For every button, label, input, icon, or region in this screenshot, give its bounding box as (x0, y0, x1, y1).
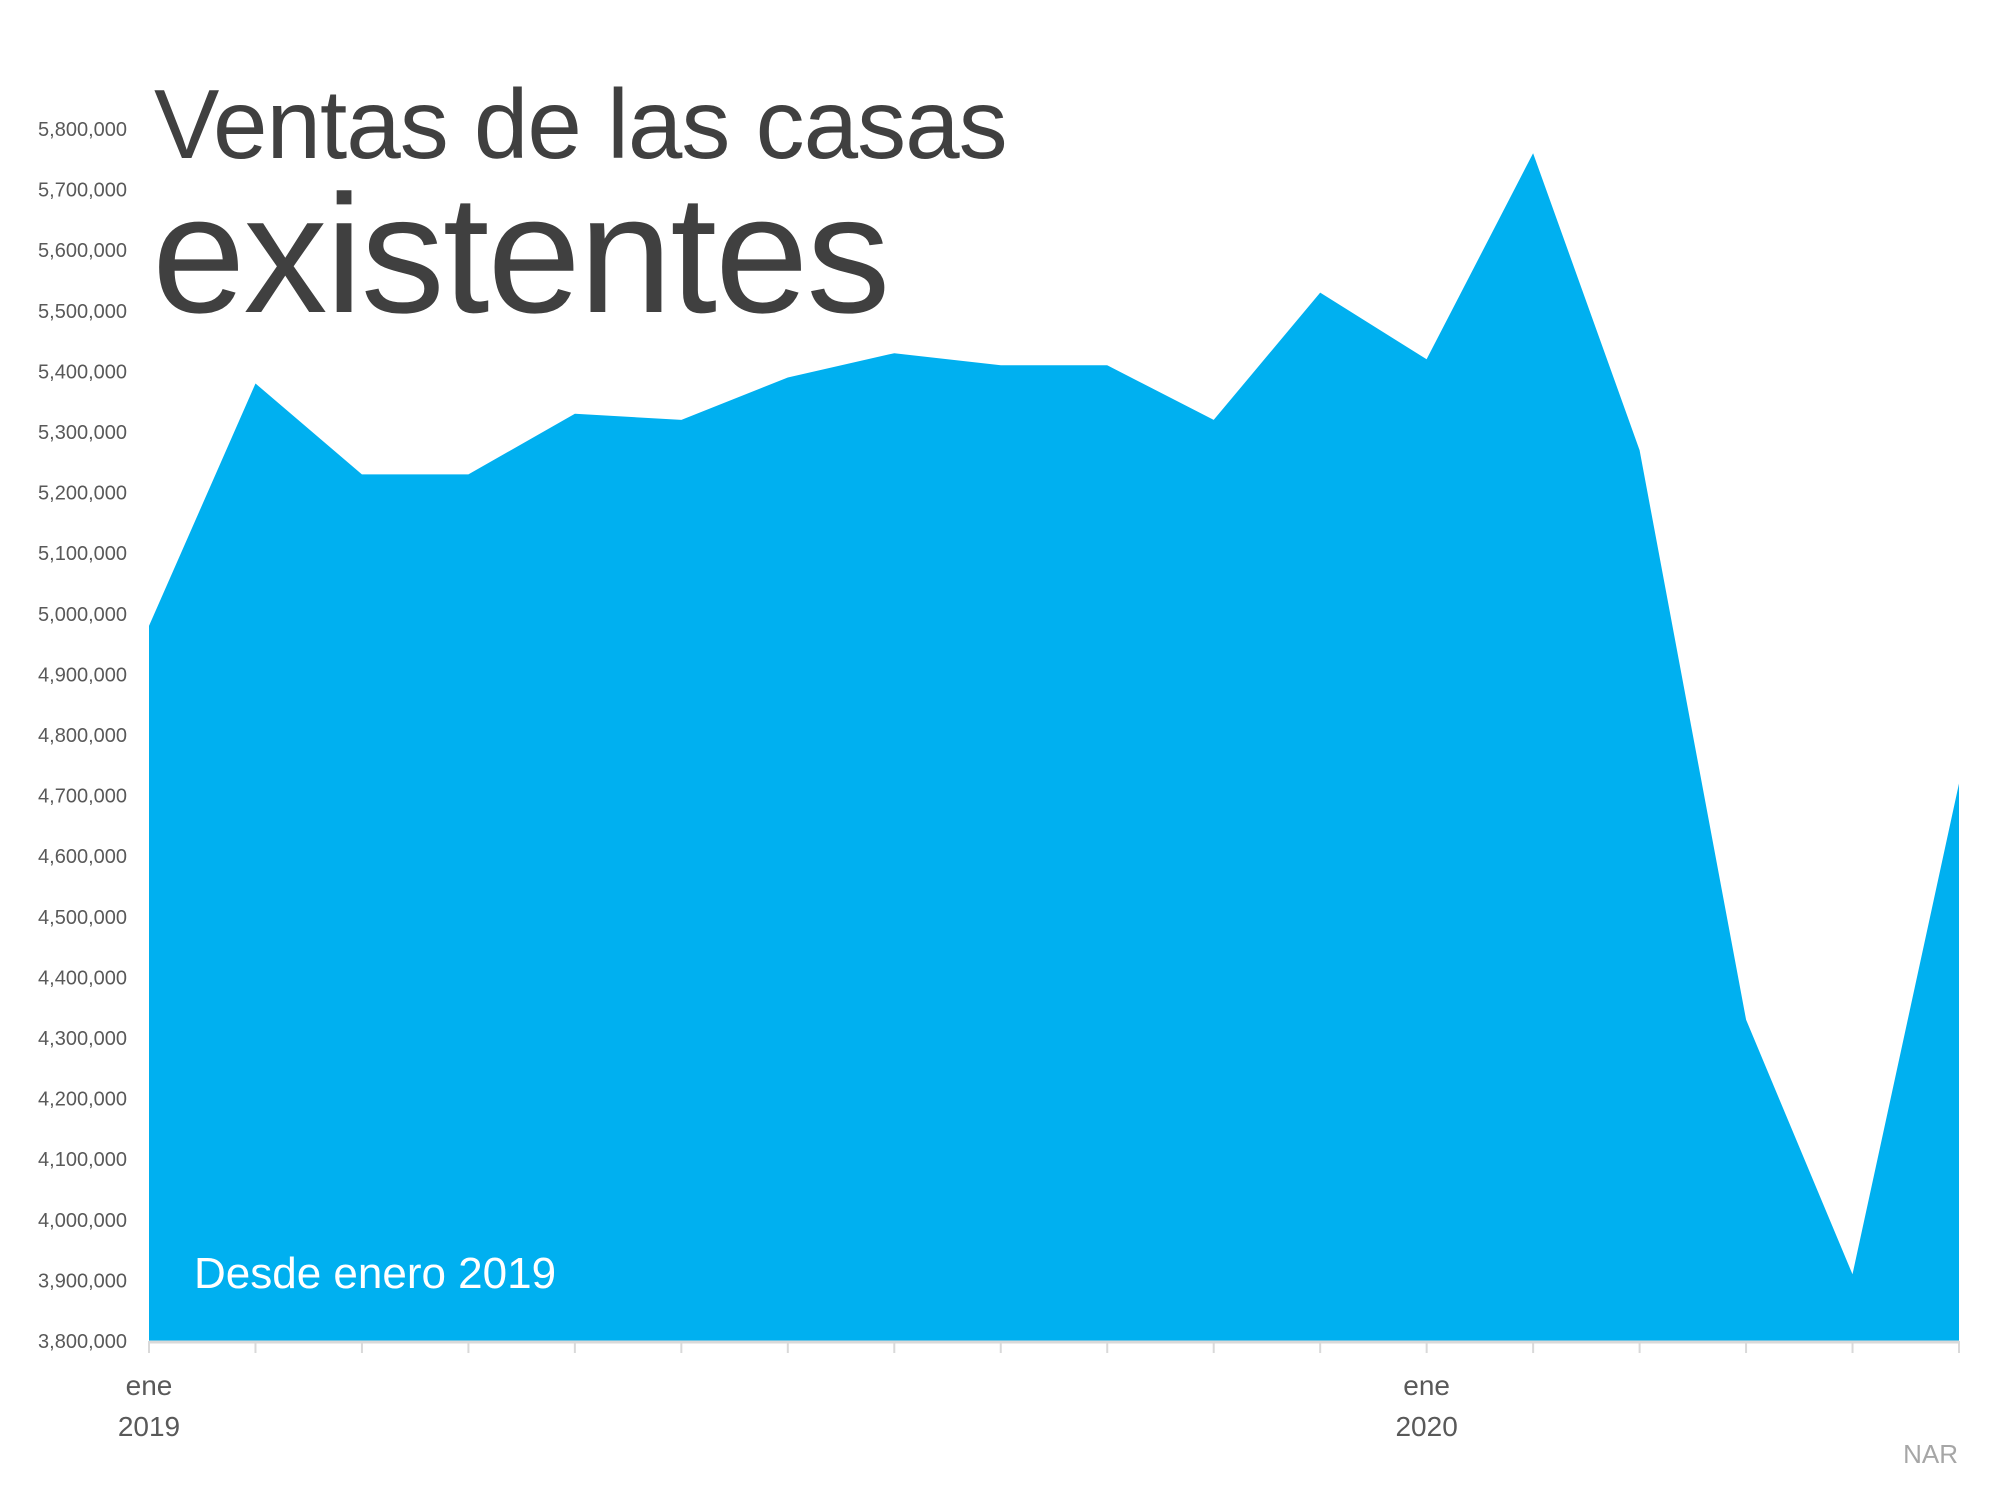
y-tick-label: 5,200,000 (38, 483, 127, 505)
y-tick-label: 4,900,000 (38, 664, 127, 686)
title-line-2: existentes (152, 160, 890, 348)
y-tick-label: 3,900,000 (38, 1270, 127, 1292)
y-tick-label: 5,600,000 (38, 240, 127, 262)
y-tick-label: 5,500,000 (38, 301, 127, 323)
y-tick-label: 5,700,000 (38, 180, 127, 202)
y-tick-label: 4,500,000 (38, 907, 127, 929)
x-tick-label-month: ene (126, 1370, 173, 1401)
x-tick-label-year: 2020 (1395, 1411, 1457, 1442)
y-tick-label: 4,100,000 (38, 1149, 127, 1171)
annotation-text: Desde enero 2019 (194, 1249, 556, 1298)
x-tick-label-year: 2019 (118, 1411, 180, 1442)
y-tick-label: 4,800,000 (38, 725, 127, 747)
y-tick-label: 4,000,000 (38, 1210, 127, 1232)
source-label: NAR (1903, 1439, 1958, 1469)
y-tick-label: 3,800,000 (38, 1331, 127, 1353)
y-tick-label: 5,100,000 (38, 543, 127, 565)
y-tick-label: 4,600,000 (38, 846, 127, 868)
y-tick-label: 5,300,000 (38, 422, 127, 444)
title-line-1: Ventas de las casas (154, 69, 1008, 179)
y-tick-label: 4,700,000 (38, 786, 127, 808)
x-tick-label-month: ene (1403, 1370, 1450, 1401)
area-series (149, 153, 1959, 1342)
y-tick-label: 5,400,000 (38, 361, 127, 383)
y-tick-label: 4,300,000 (38, 1028, 127, 1050)
y-tick-label: 5,000,000 (38, 604, 127, 626)
y-tick-label: 4,400,000 (38, 967, 127, 989)
y-tick-label: 4,200,000 (38, 1089, 127, 1111)
y-tick-label: 5,800,000 (38, 119, 127, 141)
